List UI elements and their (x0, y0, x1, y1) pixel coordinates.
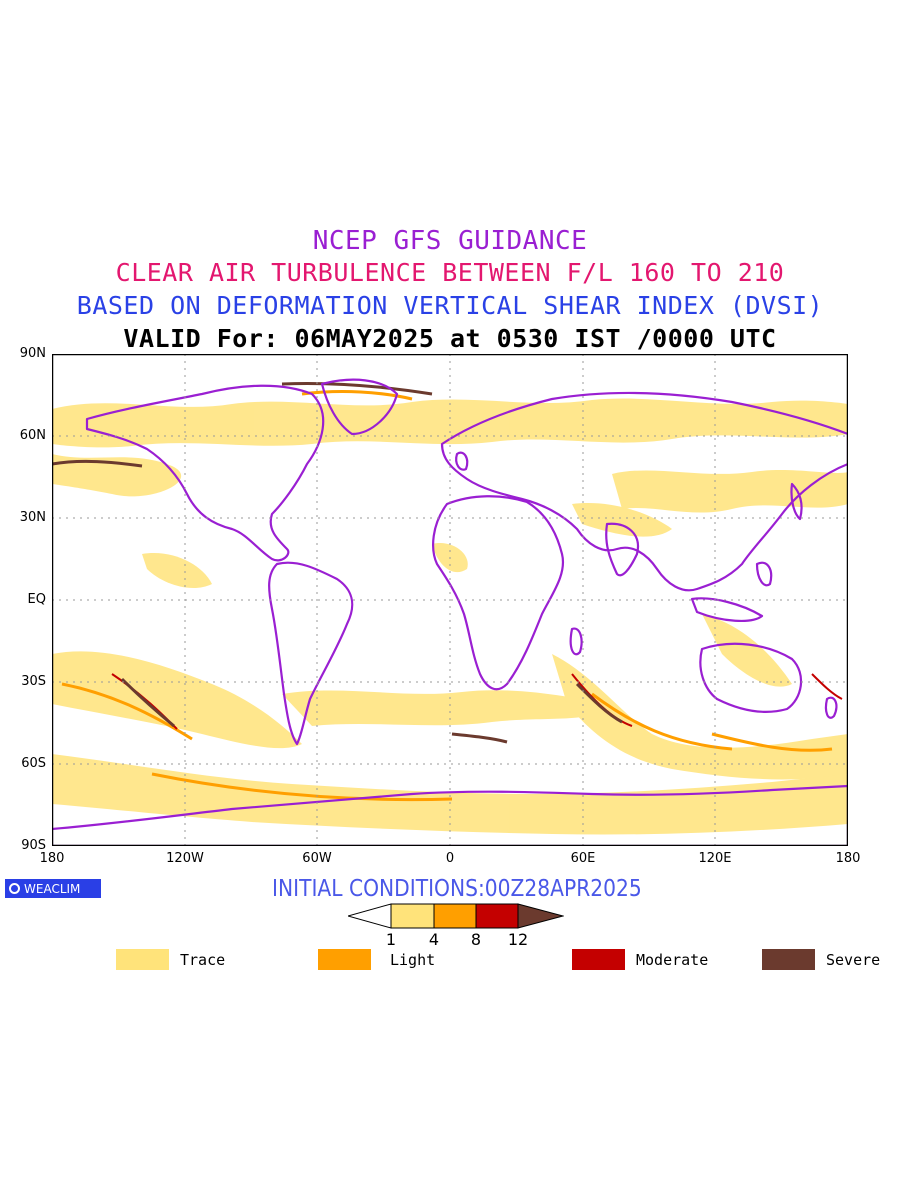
legend-label-moderate: Moderate (636, 951, 709, 969)
scale-segment-moderate (475, 903, 519, 929)
scale-tick-1: 1 (385, 930, 397, 949)
lat-label-90n: 90N (19, 346, 46, 361)
legend-label-light: Light (390, 951, 436, 969)
legend-label-severe: Severe (826, 951, 881, 969)
title-line-2: CLEAR AIR TURBULENCE BETWEEN F/L 160 TO … (115, 258, 785, 287)
legend-swatch-severe (762, 949, 815, 970)
legend-label-trace: Trace (180, 951, 226, 969)
lon-label-60e: 60E (570, 851, 596, 866)
lon-label-180w: 180 (39, 851, 65, 866)
initial-conditions: INITIAL CONDITIONS:00Z28APR2025 (272, 876, 642, 902)
lat-label-60n: 60N (19, 428, 46, 443)
lat-label-30n: 30N (19, 510, 46, 525)
scale-tick-4: 4 (428, 930, 440, 949)
lon-label-60w: 60W (302, 851, 332, 866)
title-line-3: BASED ON DEFORMATION VERTICAL SHEAR INDE… (76, 291, 824, 320)
legend-swatch-light (318, 949, 371, 970)
lat-label-30s: 30S (21, 674, 46, 689)
lat-lon-grid (52, 354, 848, 846)
turbulence-field-light (61, 390, 833, 802)
scale-segment-trace (390, 903, 435, 929)
lon-label-0: 0 (445, 851, 455, 866)
scale-segment-light (433, 903, 477, 929)
turbulence-map (52, 354, 848, 846)
legend-swatch-moderate (572, 949, 625, 970)
lat-label-90s: 90S (21, 838, 46, 853)
logo-text: WEACLIM (24, 881, 81, 896)
lon-label-180e: 180 (835, 851, 861, 866)
weaclim-logo: WEACLIM (5, 879, 101, 898)
lon-label-120e: 120E (698, 851, 732, 866)
scale-low-arrow (348, 903, 392, 929)
legend-swatch-trace (116, 949, 169, 970)
title-line-1: NCEP GFS GUIDANCE (312, 226, 588, 256)
coastlines (52, 378, 848, 846)
lat-label-eq: EQ (27, 592, 46, 607)
scale-tick-12: 12 (507, 930, 529, 949)
valid-time: VALID For: 06MAY2025 at 0530 IST /0000 U… (123, 324, 777, 353)
turbulence-field-severe (52, 381, 623, 744)
logo-ring-icon (9, 883, 20, 894)
scale-high-arrow (517, 903, 564, 929)
lon-label-120w: 120W (166, 851, 204, 866)
scale-tick-8: 8 (470, 930, 482, 949)
lat-label-60s: 60S (21, 756, 46, 771)
color-scale-bar (348, 903, 564, 929)
